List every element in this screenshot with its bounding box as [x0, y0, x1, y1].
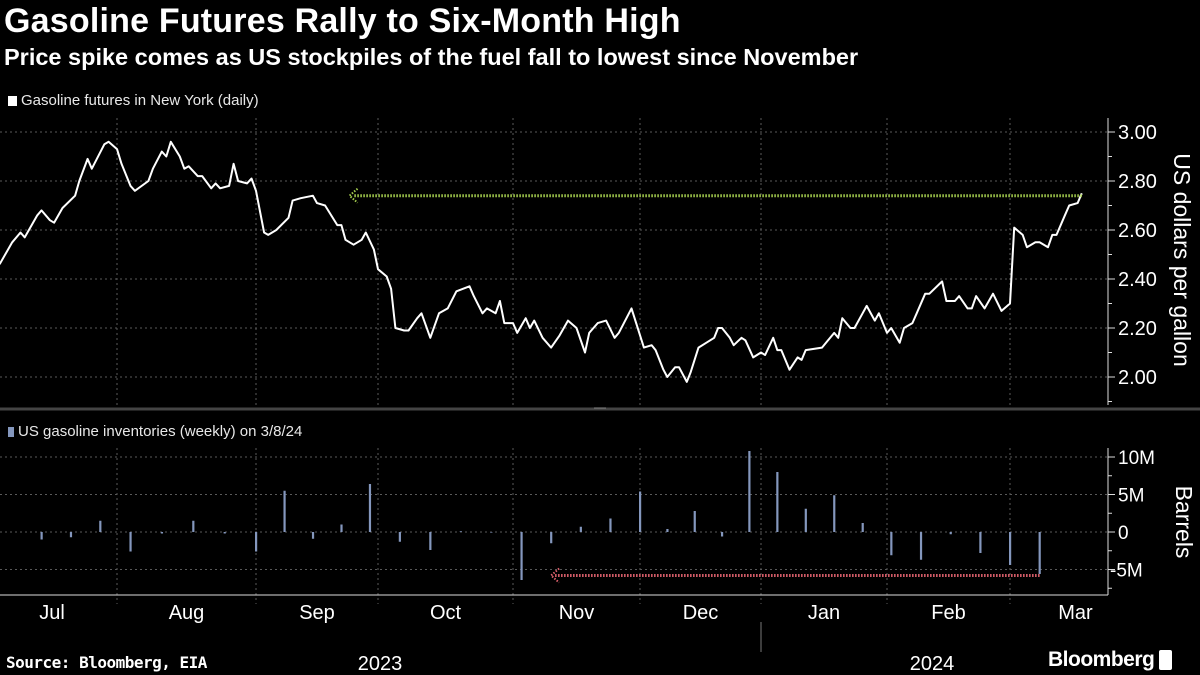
inventory-bar [160, 532, 164, 534]
x-tick-label-month: Mar [1058, 602, 1093, 624]
x-year-label-2024: 2024 [910, 653, 955, 675]
x-tick-label-month: Dec [683, 602, 719, 624]
inventory-bar [520, 532, 523, 580]
price-legend: Gasoline futures in New York (daily) [8, 92, 259, 109]
price-y-tick-label: 2.00 [1118, 367, 1157, 389]
inventory-bar [666, 529, 669, 532]
legend-swatch-white [8, 95, 17, 106]
inventory-bar [129, 532, 132, 552]
inventory-y-tick-label: 10M [1118, 448, 1155, 469]
inventory-y-axis-title: Barrels [1171, 486, 1197, 559]
inventory-bar [459, 531, 462, 532]
x-tick-label-month: Nov [559, 602, 595, 624]
inventory-bar [693, 511, 696, 532]
inventory-bar [1009, 532, 1012, 565]
inventory-bar [1038, 532, 1041, 574]
inventory-bar [919, 532, 923, 560]
inventory-bar [550, 532, 553, 544]
inventory-y-tick-label: -5M [1110, 561, 1143, 582]
inventory-bar [255, 532, 258, 552]
x-tick-label-month: Feb [931, 602, 965, 624]
inventory-bar [490, 532, 493, 533]
x-tick-label-month: Oct [430, 602, 462, 624]
inventory-bar [340, 524, 343, 532]
inventory-bar [804, 508, 807, 532]
inventory-bar [748, 451, 751, 532]
inventory-bar [69, 532, 73, 538]
inventory-bar [861, 523, 864, 532]
inventory-legend-label: US gasoline inventories (weekly) on 3/8/… [18, 423, 303, 440]
price-legend-label: Gasoline futures in New York (daily) [21, 92, 259, 109]
x-tick-label-month: Jul [39, 602, 65, 624]
inventory-bar [776, 472, 779, 532]
inventory-bar [639, 491, 642, 532]
inventory-bar [609, 518, 612, 532]
x-tick-label-month: Sep [299, 602, 335, 624]
x-tick-label-month: Jan [808, 602, 840, 624]
green-arrow-head [348, 187, 359, 204]
inventory-legend: US gasoline inventories (weekly) on 3/8/… [8, 423, 302, 440]
source-note: Source: Bloomberg, EIA [6, 653, 207, 672]
bloomberg-chart-icon [1159, 650, 1173, 670]
inventory-y-tick-label: 5M [1118, 486, 1144, 507]
price-y-axis-title: US dollars per gallon [1169, 153, 1195, 367]
inventory-bar [398, 532, 401, 542]
inventory-bar [833, 495, 836, 532]
inventory-bar [890, 532, 893, 556]
price-y-tick-label: 2.20 [1118, 318, 1157, 340]
x-tick-label-month: Aug [169, 602, 205, 624]
inventory-bar [368, 484, 372, 532]
inventory-bar [979, 532, 982, 553]
inventory-bar [223, 532, 226, 534]
inventory-bar [949, 532, 952, 535]
price-y-tick-label: 2.80 [1118, 171, 1157, 193]
bloomberg-logo: Bloomberg [1048, 648, 1173, 672]
red-arrow-head [549, 567, 560, 584]
chart-subtitle: Price spike comes as US stockpiles of th… [4, 44, 859, 70]
x-year-label-2023: 2023 [358, 653, 403, 675]
price-line [0, 140, 1083, 383]
inventory-bar [579, 526, 582, 532]
price-y-tick-label: 3.00 [1118, 122, 1157, 144]
price-y-tick-label: 2.40 [1118, 269, 1157, 291]
inventory-bar [429, 532, 432, 550]
inventory-bar [192, 520, 195, 532]
inventory-bar [311, 532, 315, 539]
inventory-bar [283, 490, 286, 532]
price-y-tick-label: 2.60 [1118, 220, 1157, 242]
inventory-y-tick-label: 0 [1118, 523, 1129, 544]
inventory-bar [720, 532, 724, 537]
legend-swatch-blue [8, 426, 14, 437]
chart-title: Gasoline Futures Rally to Six-Month High [4, 2, 681, 40]
brand-name: Bloomberg [1048, 648, 1155, 671]
inventory-bar [99, 520, 102, 532]
inventory-bar [40, 532, 43, 540]
